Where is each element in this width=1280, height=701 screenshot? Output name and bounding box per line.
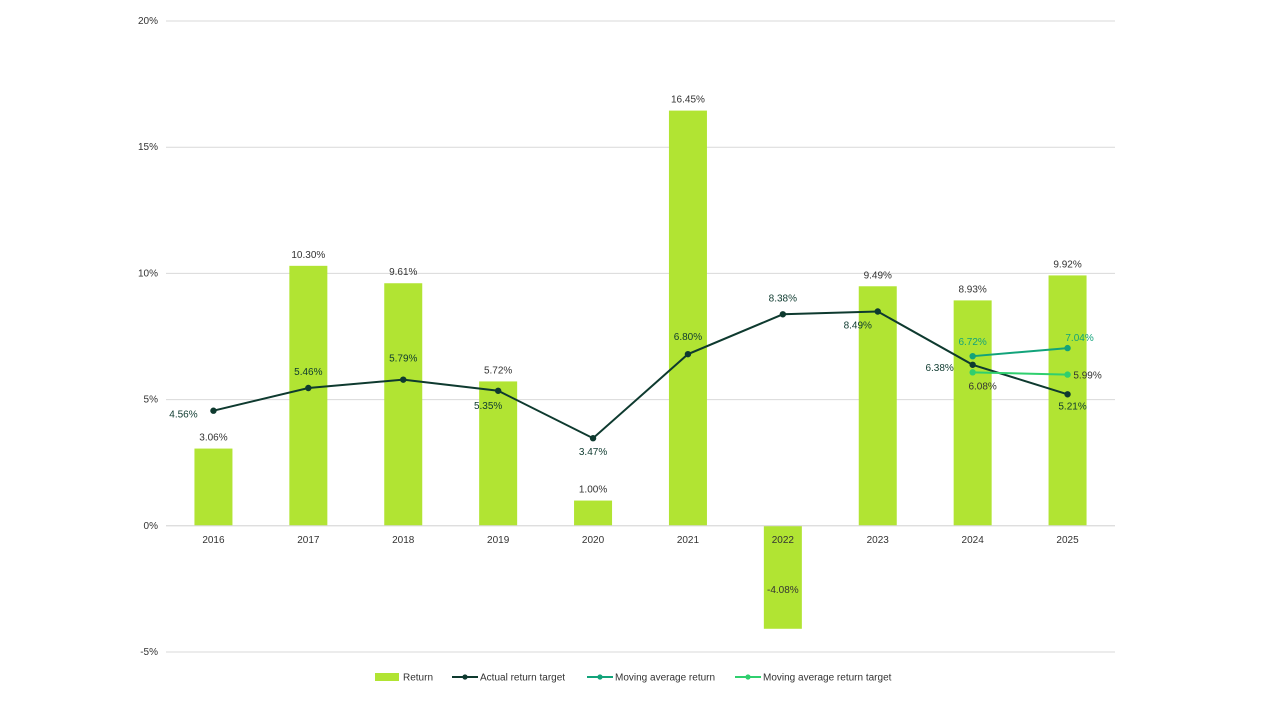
data-label: 8.38% — [769, 293, 797, 304]
moving-average-return-target-point — [1064, 371, 1071, 378]
legend-label: Actual return target — [480, 673, 565, 684]
y-tick-label: 10% — [138, 268, 158, 279]
bar — [1048, 275, 1087, 526]
bar — [574, 500, 613, 526]
data-label: 8.93% — [958, 284, 986, 295]
data-label: 5.21% — [1058, 401, 1086, 412]
x-tick-label: 2017 — [297, 535, 320, 546]
data-label: 6.80% — [674, 332, 702, 343]
data-label: 6.72% — [958, 337, 986, 348]
data-label: 5.46% — [294, 367, 322, 378]
x-tick-label: 2023 — [867, 535, 890, 546]
actual-return-target-point — [684, 350, 692, 358]
legend-label: Moving average return target — [763, 673, 892, 684]
legend: Return Actual return target Moving average… — [375, 673, 892, 684]
actual-return-target-point — [210, 407, 217, 414]
x-tick-label: 2019 — [487, 535, 510, 546]
bar-series — [194, 110, 1087, 629]
legend-marker — [745, 674, 751, 680]
line-series — [210, 308, 1071, 442]
x-tick-label: 2024 — [962, 535, 985, 546]
data-labels: 3.06% 10.30% 9.61% 5.72% 1.00% 16.45% -4.08% 9.… — [169, 95, 1102, 597]
data-label: 8.49% — [844, 321, 872, 332]
bar — [953, 300, 992, 526]
actual-return-target-point — [874, 308, 881, 315]
legend-marker — [462, 674, 468, 680]
y-tick-label: 20% — [138, 16, 158, 27]
data-label: 5.35% — [474, 401, 502, 412]
bar — [384, 283, 423, 526]
actual-return-target-point — [494, 387, 502, 394]
x-tick-label: 2021 — [677, 535, 700, 546]
data-label: 6.08% — [968, 381, 996, 392]
data-label: 9.49% — [864, 270, 892, 281]
bar — [858, 286, 897, 526]
actual-return-target-point — [1064, 391, 1071, 398]
actual-return-target-point — [589, 435, 597, 442]
data-label: 5.79% — [389, 354, 417, 365]
bar — [479, 381, 518, 526]
bar — [668, 110, 707, 526]
moving-average-return-point — [1064, 344, 1071, 352]
x-tick-label: 2022 — [772, 535, 795, 546]
y-tick-label: 15% — [138, 142, 158, 153]
y-tick-label: 5% — [144, 395, 159, 406]
data-label: 16.45% — [671, 95, 705, 106]
bar — [289, 265, 328, 526]
bar — [763, 525, 802, 629]
actual-return-target-line — [213, 310, 1068, 440]
data-label: 7.04% — [1065, 333, 1093, 344]
x-tick-label: 2018 — [392, 535, 415, 546]
data-label: 3.06% — [199, 433, 227, 444]
actual-return-target-point — [779, 311, 787, 318]
x-axis: 2016 2017 2018 2019 2020 2021 2022 2023 2024 2025 — [166, 525, 1115, 546]
actual-return-target-point — [969, 361, 976, 368]
moving-average-return-target-line — [972, 371, 1068, 376]
data-label: 6.38% — [925, 363, 953, 374]
bar — [194, 448, 233, 526]
y-axis: -5% 0% 5% 10% 15% 20% — [138, 16, 158, 658]
legend-marker — [597, 674, 603, 680]
legend-label: Return — [403, 673, 433, 684]
data-label: 5.99% — [1073, 371, 1101, 382]
data-label: 3.47% — [579, 447, 607, 458]
legend-label: Moving average return — [615, 673, 715, 684]
data-label: 9.92% — [1053, 259, 1081, 270]
y-tick-label: 0% — [144, 521, 159, 532]
x-tick-label: 2025 — [1056, 535, 1079, 546]
data-label: 9.61% — [389, 267, 417, 278]
x-tick-label: 2020 — [582, 535, 605, 546]
data-label: 5.72% — [484, 365, 512, 376]
data-label: 10.30% — [291, 250, 325, 261]
x-tick-label: 2016 — [202, 535, 225, 546]
legend-swatch — [375, 673, 399, 681]
data-label: 1.00% — [579, 485, 607, 496]
data-label: 4.56% — [169, 410, 197, 421]
moving-average-return-point — [969, 352, 976, 360]
moving-average-return-target-point — [969, 369, 976, 376]
actual-return-target-point — [400, 376, 407, 383]
moving-average-return-line — [972, 347, 1068, 358]
actual-return-target-point — [305, 384, 312, 392]
y-tick-label: -5% — [140, 647, 158, 658]
data-label: -4.08% — [767, 585, 799, 596]
